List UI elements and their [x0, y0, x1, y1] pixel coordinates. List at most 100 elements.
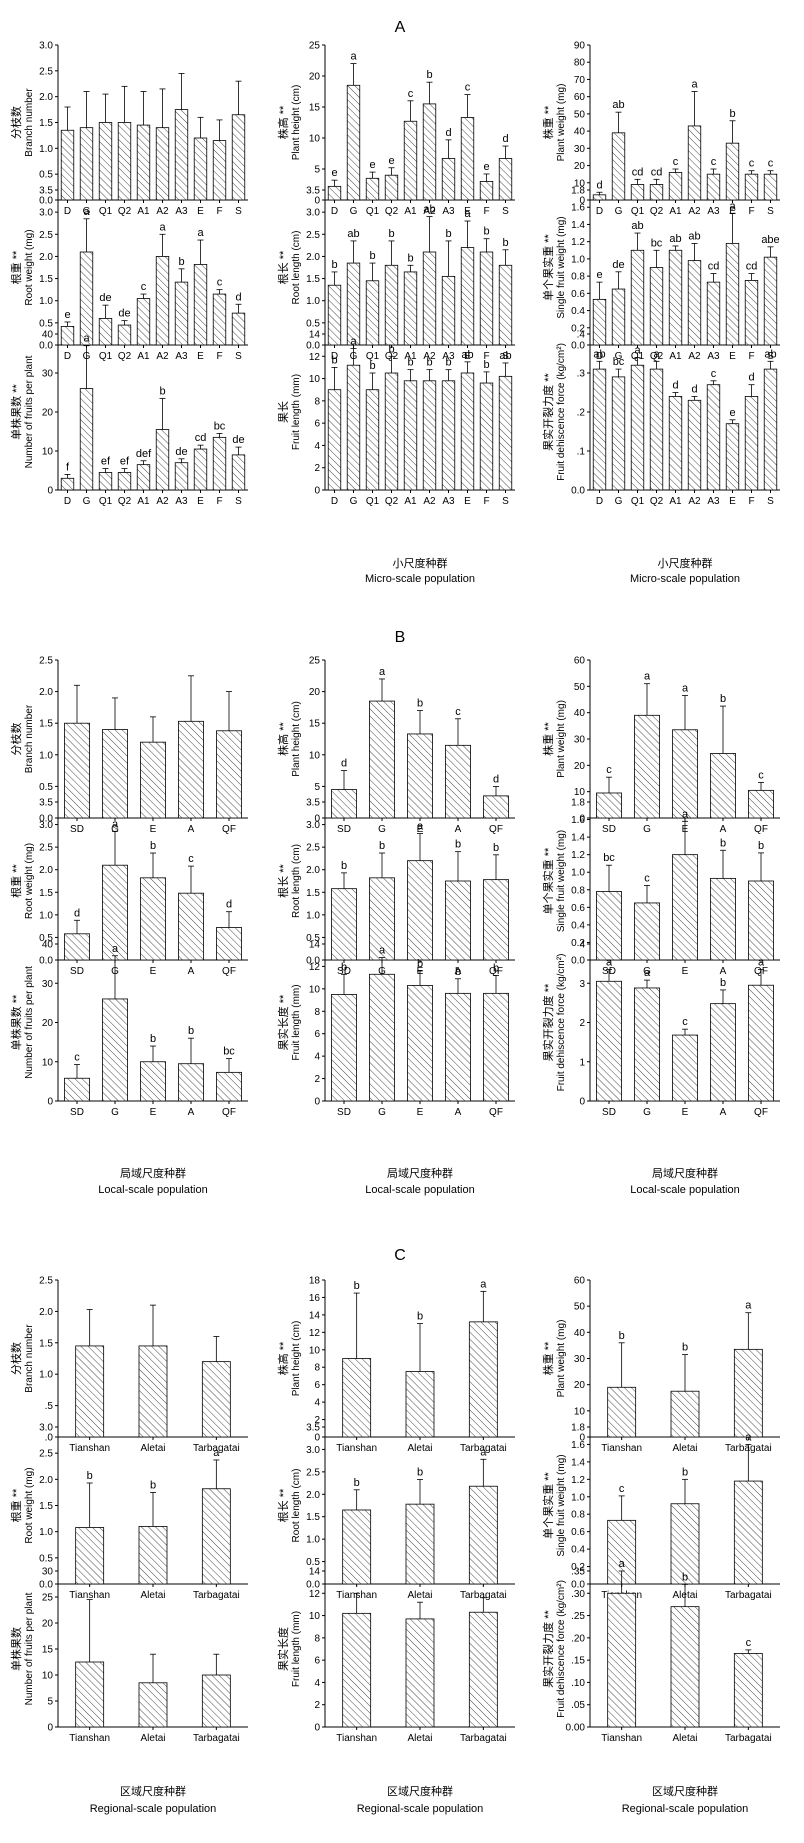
y-tick-label: 0	[314, 814, 320, 825]
significance-letter: e	[483, 161, 489, 173]
significance-letter: a	[644, 671, 651, 683]
significance-letter: c	[74, 1051, 80, 1063]
significance-letter: b	[417, 1311, 423, 1323]
chart-panel: 0 10 20 30 40 50 60 株重 ** Plant weight (mg) c SD a G…	[541, 656, 780, 835]
x-tick-label: SD	[70, 966, 84, 977]
y-axis-title-en: Plant height (cm)	[291, 1321, 302, 1397]
significance-letter: b	[150, 840, 156, 852]
y-axis-title-cn: 根重 **	[9, 863, 23, 897]
bar	[178, 892, 204, 961]
bar	[369, 700, 395, 819]
significance-letter: b	[426, 69, 432, 81]
y-tick-label: 10	[42, 1057, 54, 1068]
significance-letter: f	[66, 461, 70, 473]
y-tick-label: 20	[42, 408, 54, 419]
y-axis-title-cn: 单个果实重 **	[541, 233, 555, 300]
y-tick-label: 2.0	[39, 1475, 53, 1486]
x-tick-label: F	[748, 496, 754, 507]
bar	[216, 1071, 242, 1102]
y-tick-label: 8	[314, 1633, 320, 1644]
y-axis-title-cn: 果长	[277, 401, 290, 423]
y-tick-label: 1.4	[571, 1457, 585, 1468]
x-tick-label: Q1	[631, 206, 645, 217]
y-tick-label: 4	[314, 441, 320, 452]
bar	[630, 364, 645, 491]
significance-letter: d	[691, 383, 697, 395]
y-tick-label: 1.2	[571, 1475, 585, 1486]
bar	[592, 298, 607, 346]
x-tick-label: Tarbagatai	[193, 1443, 240, 1454]
y-tick-label: 0.0	[39, 341, 53, 352]
y-tick-label: 8	[314, 1007, 320, 1018]
significance-letter: a	[379, 944, 386, 956]
significance-letter: de	[612, 259, 624, 271]
x-tick-label: Aletai	[672, 1443, 697, 1454]
y-tick-label: 2.0	[39, 92, 53, 103]
bar	[369, 973, 395, 1102]
y-tick-label: 1.4	[571, 220, 585, 231]
x-tick-label: E	[682, 966, 689, 977]
bar	[60, 477, 75, 491]
significance-letter: ab	[631, 220, 643, 232]
bar	[405, 1503, 435, 1585]
bar	[668, 249, 683, 346]
significance-letter: d	[493, 773, 499, 785]
y-tick-label: 0.0	[39, 814, 53, 825]
x-tick-label: D	[64, 496, 71, 507]
bar	[630, 184, 645, 201]
y-axis-title-cn: 株高 **	[276, 1341, 290, 1375]
x-tick-label: F	[216, 206, 222, 217]
y-axis-title-cn: 果实开裂力度 **	[541, 1609, 555, 1687]
y-tick-label: 1.0	[306, 1535, 320, 1546]
y-tick-label: 40	[42, 330, 54, 341]
y-axis-title-cn: 根长 **	[276, 863, 290, 897]
significance-letter: de	[232, 434, 244, 446]
x-tick-label: G	[83, 496, 91, 507]
bar	[155, 256, 170, 346]
y-tick-label: 15	[309, 103, 321, 114]
y-tick-label: 4	[314, 1052, 320, 1063]
significance-letter: a	[197, 227, 204, 239]
significance-letter: cd	[746, 261, 758, 273]
y-tick-label: 10	[574, 787, 586, 798]
x-tick-label: SD	[602, 1107, 616, 1118]
y-axis-title-en: Branch number	[24, 1324, 35, 1393]
y-axis-title-en: Plant weight (mg)	[556, 84, 567, 162]
bar	[342, 1612, 372, 1728]
bar	[483, 795, 509, 819]
y-tick-label: 2.5	[39, 1449, 53, 1460]
bar	[403, 380, 418, 491]
bar	[611, 376, 626, 491]
y-tick-label: 0.4	[571, 306, 585, 317]
bar	[138, 1682, 168, 1728]
significance-letter: b	[407, 357, 413, 369]
significance-letter: c	[711, 156, 717, 168]
significance-letter: de	[175, 446, 187, 458]
significance-letter: e	[596, 269, 602, 281]
y-tick-label: 30	[42, 979, 54, 990]
bar	[407, 733, 433, 819]
bar	[117, 122, 132, 201]
y-axis-title-cn: 单个果实重 **	[541, 847, 555, 914]
chart-panel: .0 .5 1.0 1.5 2.0 2.5 分枝数 Branch number Tianshan…	[9, 1276, 248, 1454]
bar	[327, 185, 342, 201]
significance-letter: a	[480, 1278, 487, 1290]
x-tick-label: E	[464, 206, 471, 217]
bar	[155, 127, 170, 201]
significance-letter: ef	[120, 456, 130, 468]
significance-letter: a	[682, 808, 689, 820]
x-tick-label: Q1	[631, 351, 645, 362]
bar	[498, 264, 513, 346]
significance-letter: e	[64, 309, 70, 321]
bar	[634, 987, 660, 1102]
bar	[102, 998, 128, 1102]
y-tick-label: 0	[579, 1097, 585, 1108]
y-tick-label: 10	[42, 1671, 54, 1682]
bar	[216, 730, 242, 819]
bar	[331, 994, 357, 1102]
x-tick-label: SD	[602, 824, 616, 835]
y-tick-label: 20	[309, 72, 321, 83]
bar	[672, 1034, 698, 1102]
y-axis-title-cn: 株高 **	[276, 105, 290, 139]
